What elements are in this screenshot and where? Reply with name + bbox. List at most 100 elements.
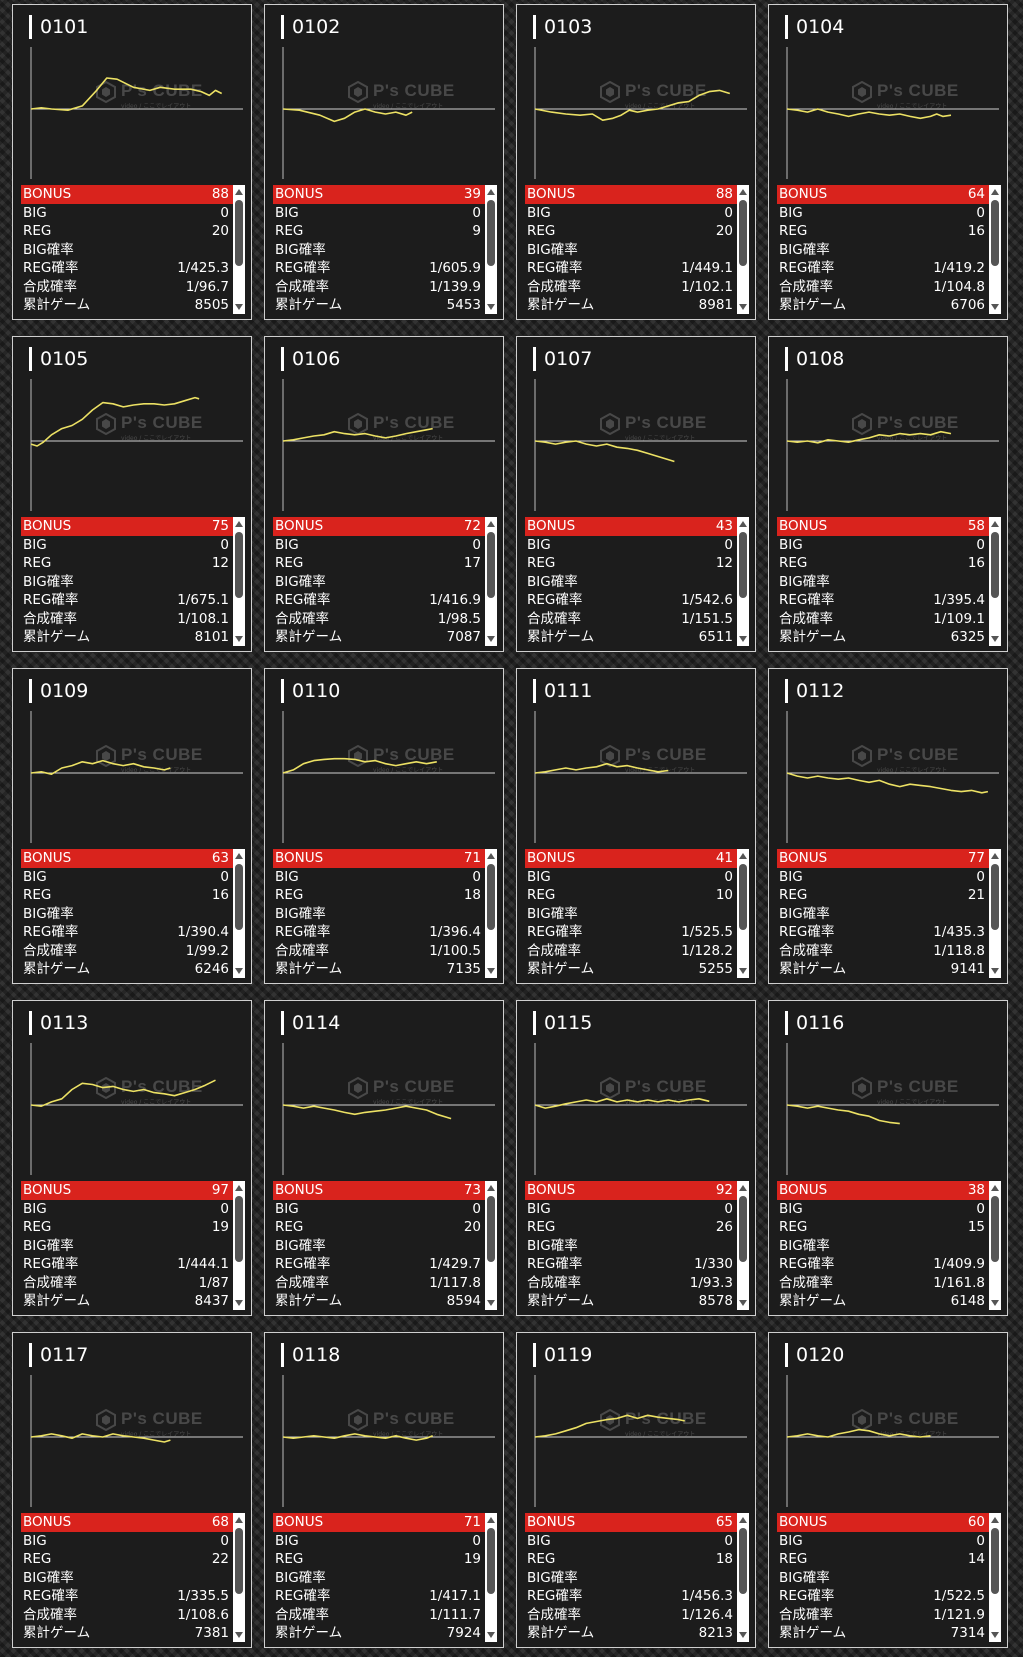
scroll-up-arrow-icon[interactable] — [991, 1517, 999, 1523]
machine-card[interactable]: 0102 P's CUBE video / ここでレイアウト BONUS 39 BIG 0 R… — [264, 4, 504, 320]
scroll-down-arrow-icon[interactable] — [235, 1300, 243, 1306]
stats-scrollbar[interactable] — [233, 1181, 245, 1310]
scroll-down-arrow-icon[interactable] — [991, 636, 999, 642]
machine-card[interactable]: 0119 P's CUBE video / ここでレイアウト BONUS 65 BIG 0 R… — [516, 1332, 756, 1648]
scroll-thumb[interactable] — [235, 1196, 243, 1262]
scroll-thumb[interactable] — [991, 532, 999, 598]
stats-scrollbar[interactable] — [989, 185, 1001, 314]
scroll-down-arrow-icon[interactable] — [739, 636, 747, 642]
stats-scrollbar[interactable] — [485, 1181, 497, 1310]
scroll-down-arrow-icon[interactable] — [739, 968, 747, 974]
scroll-thumb[interactable] — [991, 200, 999, 266]
scroll-down-arrow-icon[interactable] — [235, 304, 243, 310]
scroll-thumb[interactable] — [739, 1528, 747, 1594]
scroll-down-arrow-icon[interactable] — [991, 304, 999, 310]
scroll-thumb[interactable] — [235, 864, 243, 930]
machine-card[interactable]: 0112 P's CUBE video / ここでレイアウト BONUS 77 BIG 0 R… — [768, 668, 1008, 984]
stats-scrollbar[interactable] — [233, 517, 245, 646]
stats-scrollbar[interactable] — [485, 1513, 497, 1642]
scroll-thumb[interactable] — [487, 200, 495, 266]
scroll-up-arrow-icon[interactable] — [235, 189, 243, 195]
stats-scrollbar[interactable] — [233, 849, 245, 978]
stats-scrollbar[interactable] — [989, 1513, 1001, 1642]
scroll-up-arrow-icon[interactable] — [487, 1185, 495, 1191]
scroll-up-arrow-icon[interactable] — [235, 521, 243, 527]
machine-card[interactable]: 0108 P's CUBE video / ここでレイアウト BONUS 58 BIG 0 R… — [768, 336, 1008, 652]
machine-card[interactable]: 0107 P's CUBE video / ここでレイアウト BONUS 43 BIG 0 R… — [516, 336, 756, 652]
machine-card[interactable]: 0103 P's CUBE video / ここでレイアウト BONUS 88 BIG 0 R… — [516, 4, 756, 320]
scroll-up-arrow-icon[interactable] — [487, 853, 495, 859]
stats-scrollbar[interactable] — [989, 849, 1001, 978]
scroll-thumb[interactable] — [235, 200, 243, 266]
scroll-down-arrow-icon[interactable] — [235, 1632, 243, 1638]
machine-card[interactable]: 0111 P's CUBE video / ここでレイアウト BONUS 41 BIG 0 R… — [516, 668, 756, 984]
machine-card[interactable]: 0116 P's CUBE video / ここでレイアウト BONUS 38 BIG 0 R… — [768, 1000, 1008, 1316]
scroll-thumb[interactable] — [991, 1196, 999, 1262]
stats-scrollbar[interactable] — [989, 1181, 1001, 1310]
scroll-down-arrow-icon[interactable] — [235, 636, 243, 642]
scroll-down-arrow-icon[interactable] — [739, 1300, 747, 1306]
scroll-thumb[interactable] — [739, 532, 747, 598]
scroll-thumb[interactable] — [991, 864, 999, 930]
machine-card[interactable]: 0115 P's CUBE video / ここでレイアウト BONUS 92 BIG 0 R… — [516, 1000, 756, 1316]
scroll-up-arrow-icon[interactable] — [739, 1517, 747, 1523]
scroll-thumb[interactable] — [235, 532, 243, 598]
machine-card[interactable]: 0106 P's CUBE video / ここでレイアウト BONUS 72 BIG 0 R… — [264, 336, 504, 652]
scroll-down-arrow-icon[interactable] — [991, 1632, 999, 1638]
scroll-thumb[interactable] — [487, 1196, 495, 1262]
machine-card[interactable]: 0104 P's CUBE video / ここでレイアウト BONUS 64 BIG 0 R… — [768, 4, 1008, 320]
stats-scrollbar[interactable] — [485, 185, 497, 314]
scroll-down-arrow-icon[interactable] — [739, 304, 747, 310]
scroll-down-arrow-icon[interactable] — [487, 1300, 495, 1306]
scroll-down-arrow-icon[interactable] — [487, 636, 495, 642]
scroll-thumb[interactable] — [991, 1528, 999, 1594]
scroll-down-arrow-icon[interactable] — [991, 1300, 999, 1306]
scroll-thumb[interactable] — [487, 1528, 495, 1594]
machine-card[interactable]: 0101 P's CUBE video / ここでレイアウト BONUS 88 BIG 0 R… — [12, 4, 252, 320]
scroll-up-arrow-icon[interactable] — [991, 189, 999, 195]
stats-scrollbar[interactable] — [485, 849, 497, 978]
scroll-down-arrow-icon[interactable] — [487, 1632, 495, 1638]
scroll-up-arrow-icon[interactable] — [235, 1185, 243, 1191]
scroll-thumb[interactable] — [739, 864, 747, 930]
scroll-up-arrow-icon[interactable] — [991, 853, 999, 859]
scroll-up-arrow-icon[interactable] — [739, 521, 747, 527]
stats-scrollbar[interactable] — [233, 1513, 245, 1642]
machine-card[interactable]: 0118 P's CUBE video / ここでレイアウト BONUS 71 BIG 0 R… — [264, 1332, 504, 1648]
scroll-up-arrow-icon[interactable] — [739, 189, 747, 195]
scroll-up-arrow-icon[interactable] — [487, 189, 495, 195]
stats-scrollbar[interactable] — [737, 517, 749, 646]
scroll-thumb[interactable] — [739, 1196, 747, 1262]
scroll-down-arrow-icon[interactable] — [739, 1632, 747, 1638]
scroll-up-arrow-icon[interactable] — [487, 521, 495, 527]
stats-scrollbar[interactable] — [737, 1181, 749, 1310]
machine-card[interactable]: 0120 P's CUBE video / ここでレイアウト BONUS 60 BIG 0 R… — [768, 1332, 1008, 1648]
scroll-up-arrow-icon[interactable] — [235, 1517, 243, 1523]
scroll-down-arrow-icon[interactable] — [487, 304, 495, 310]
scroll-up-arrow-icon[interactable] — [739, 853, 747, 859]
machine-card[interactable]: 0110 P's CUBE video / ここでレイアウト BONUS 71 BIG 0 R… — [264, 668, 504, 984]
scroll-down-arrow-icon[interactable] — [991, 968, 999, 974]
stats-scrollbar[interactable] — [233, 185, 245, 314]
scroll-up-arrow-icon[interactable] — [739, 1185, 747, 1191]
scroll-up-arrow-icon[interactable] — [235, 853, 243, 859]
stats-scrollbar[interactable] — [737, 185, 749, 314]
machine-card[interactable]: 0105 P's CUBE video / ここでレイアウト BONUS 75 BIG 0 R… — [12, 336, 252, 652]
stats-scrollbar[interactable] — [989, 517, 1001, 646]
stats-scrollbar[interactable] — [485, 517, 497, 646]
scroll-up-arrow-icon[interactable] — [991, 521, 999, 527]
machine-card[interactable]: 0114 P's CUBE video / ここでレイアウト BONUS 73 BIG 0 R… — [264, 1000, 504, 1316]
machine-card[interactable]: 0113 P's CUBE video / ここでレイアウト BONUS 97 BIG 0 R… — [12, 1000, 252, 1316]
scroll-up-arrow-icon[interactable] — [487, 1517, 495, 1523]
stats-scrollbar[interactable] — [737, 849, 749, 978]
scroll-thumb[interactable] — [487, 532, 495, 598]
stats-scrollbar[interactable] — [737, 1513, 749, 1642]
machine-card[interactable]: 0109 P's CUBE video / ここでレイアウト BONUS 63 BIG 0 R… — [12, 668, 252, 984]
scroll-up-arrow-icon[interactable] — [991, 1185, 999, 1191]
scroll-thumb[interactable] — [739, 200, 747, 266]
scroll-thumb[interactable] — [235, 1528, 243, 1594]
scroll-thumb[interactable] — [487, 864, 495, 930]
scroll-down-arrow-icon[interactable] — [487, 968, 495, 974]
scroll-down-arrow-icon[interactable] — [235, 968, 243, 974]
machine-card[interactable]: 0117 P's CUBE video / ここでレイアウト BONUS 68 BIG 0 R… — [12, 1332, 252, 1648]
